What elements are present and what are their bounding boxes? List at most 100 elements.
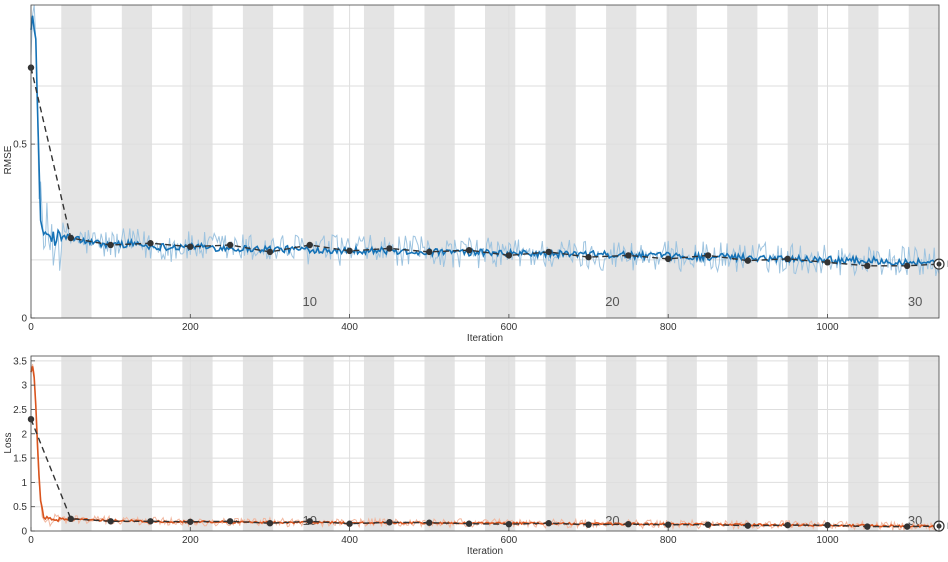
loss-epoch-band-9: [606, 356, 637, 531]
rmse-validation-point-3: [147, 240, 154, 247]
rmse-epoch-band-10: [666, 5, 697, 318]
rmse-validation-point-11: [465, 246, 473, 254]
loss-epoch-band-1: [121, 356, 153, 531]
loss-validation-point-19: [784, 521, 791, 529]
rmse-validation-point-13: [545, 248, 552, 256]
rmse-x-tick-label-4: 800: [660, 322, 677, 333]
rmse-x-tick-label-2: 400: [341, 322, 358, 333]
rmse-validation-point-6: [266, 248, 274, 256]
loss-epoch-band-6: [424, 356, 455, 531]
loss-raw-training-line: [30, 364, 940, 532]
rmse-epoch-label-2: 30: [908, 294, 922, 309]
loss-validation-point-15: [625, 520, 632, 528]
loss-x-tick-label-1: 200: [182, 535, 199, 546]
rmse-axes-frame: [30, 4, 940, 319]
loss-validation-point-3: [147, 518, 154, 525]
rmse-validation-point-15: [625, 252, 632, 259]
rmse-validation-point-5: [226, 241, 234, 249]
loss-validation-point-22: [903, 523, 911, 530]
rmse-epoch-band-14: [908, 5, 939, 318]
rmse-x-tick-label-5: 1000: [816, 322, 839, 333]
rmse-epoch-band-5: [363, 5, 395, 318]
rmse-epoch-band-9: [606, 5, 637, 318]
rmse-y-tick-label-0: 0: [21, 314, 27, 325]
loss-validation-point-5: [226, 518, 234, 525]
loss-validation-point-13: [545, 520, 552, 527]
rmse-y-tick-label-1: 0.5: [13, 140, 27, 151]
rmse-epoch-band-8: [545, 5, 576, 318]
rmse-epoch-label-0: 10: [303, 294, 317, 309]
rmse-validation-point-1: [67, 234, 75, 242]
loss-epoch-band-12: [787, 356, 818, 531]
loss-x-tick-label-2: 400: [341, 535, 358, 546]
rmse-epoch-band-2: [182, 5, 213, 318]
loss-validation-point-16: [664, 521, 672, 528]
rmse-validation-point-8: [346, 247, 353, 255]
loss-validation-point-1: [67, 515, 75, 523]
loss-x-axis-label: Iteration: [467, 546, 503, 557]
rmse-raw-training-line: [30, 4, 940, 277]
rmse-panel: 102030Final0200400600800100000.5RMSEIter…: [3, 4, 948, 344]
loss-validation-point-10: [426, 519, 433, 526]
rmse-epoch-band-1: [121, 5, 153, 318]
rmse-epoch-band-13: [848, 5, 879, 318]
loss-validation-point-11: [465, 520, 473, 527]
rmse-validation-point-7: [306, 241, 313, 249]
rmse-validation-point-16: [664, 255, 672, 263]
loss-epoch-band-3: [242, 356, 274, 531]
loss-epoch-band-5: [363, 356, 395, 531]
rmse-validation-point-22: [903, 262, 911, 270]
loss-x-tick-label-4: 800: [660, 535, 677, 546]
rmse-validation-point-20: [824, 259, 831, 266]
loss-y-tick-label-7: 3.5: [13, 356, 27, 367]
loss-x-tick-label-0: 0: [28, 535, 34, 546]
loss-validation-point-21: [864, 523, 871, 530]
loss-epoch-band-4: [303, 356, 334, 531]
rmse-epoch-band-12: [787, 5, 818, 318]
loss-validation-point-18: [744, 522, 752, 529]
loss-validation-point-17: [704, 521, 712, 528]
loss-validation-point-4: [187, 518, 194, 525]
loss-y-tick-label-0: 0: [21, 527, 27, 538]
rmse-x-axis-label: Iteration: [467, 333, 503, 344]
loss-validation-line: [30, 418, 940, 528]
rmse-validation-point-2: [107, 241, 114, 249]
rmse-x-tick-label-1: 200: [182, 322, 199, 333]
loss-validation-point-6: [266, 520, 274, 527]
loss-y-axis-label: Loss: [3, 432, 14, 453]
loss-validation-point-8: [346, 520, 353, 527]
loss-validation-point-20: [824, 521, 831, 529]
loss-epoch-band-10: [666, 356, 697, 531]
rmse-validation-point-9: [386, 245, 393, 252]
loss-y-tick-label-5: 2.5: [13, 405, 27, 416]
rmse-epoch-band-6: [424, 5, 455, 318]
loss-epoch-band-8: [545, 356, 576, 531]
rmse-validation-point-14: [585, 253, 592, 261]
loss-y-tick-label-2: 1: [21, 478, 27, 489]
rmse-validation-point-21: [864, 262, 871, 270]
loss-validation-point-9: [386, 519, 393, 526]
rmse-epoch-band-4: [303, 5, 334, 318]
loss-epoch-label-2: 30: [908, 513, 922, 528]
loss-x-tick-label-5: 1000: [816, 535, 839, 546]
loss-epoch-band-2: [182, 356, 213, 531]
loss-y-tick-label-1: 0.5: [13, 502, 27, 513]
rmse-y-axis-label: RMSE: [3, 145, 14, 174]
loss-validation-point-2: [107, 518, 114, 525]
rmse-epoch-band-7: [485, 5, 516, 318]
loss-y-tick-label-6: 3: [21, 381, 27, 392]
loss-y-tick-label-3: 1.5: [13, 454, 27, 465]
rmse-epoch-label-1: 20: [605, 294, 619, 309]
loss-panel: 102030Final0200400600800100000.511.522.5…: [3, 355, 948, 557]
rmse-x-tick-label-0: 0: [28, 322, 34, 333]
loss-validation-point-14: [585, 521, 592, 528]
rmse-validation-point-17: [704, 252, 712, 259]
rmse-epoch-band-11: [727, 5, 758, 318]
loss-y-tick-label-4: 2: [21, 429, 27, 440]
loss-epoch-band-7: [485, 356, 516, 531]
rmse-epoch-band-3: [242, 5, 274, 318]
loss-validation-point-7: [306, 518, 313, 525]
loss-axes-frame: [30, 355, 940, 532]
rmse-validation-point-10: [426, 248, 433, 256]
loss-epoch-band-11: [727, 356, 758, 531]
